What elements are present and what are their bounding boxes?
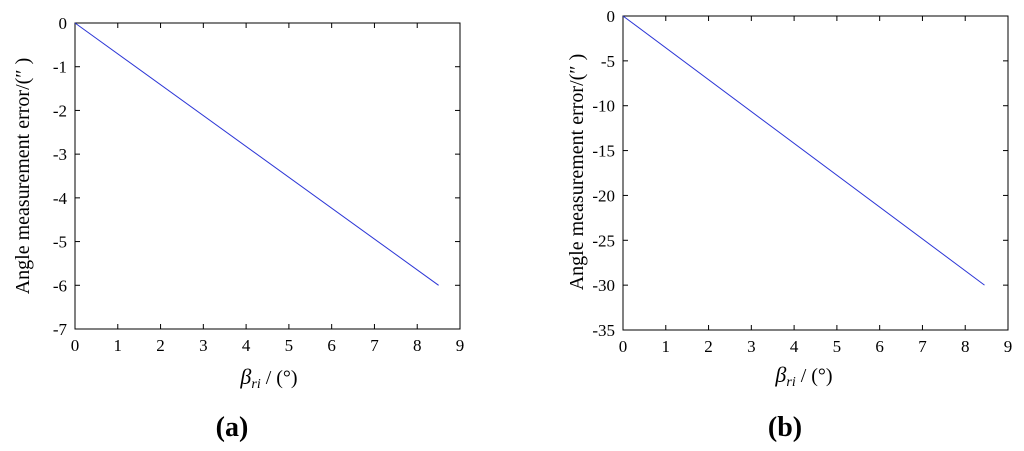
x-ticks-b: 0 1 2 3 4 5 6 7 8 9 [619,16,1013,356]
plot-frame-b [622,15,1009,331]
x-tick-label: 6 [875,337,884,356]
y-tick-label: -4 [53,189,68,208]
x-tick-label: 0 [619,337,628,356]
y-tick-label: -15 [592,142,615,161]
y-tick-label: -30 [592,276,615,295]
y-tick-label: 0 [59,14,68,33]
y-tick-label: 0 [607,7,616,26]
series-line [622,15,985,286]
x-axis-subscript-b: ri [786,375,795,390]
x-axis-unit-b: / (°) [796,365,833,387]
y-tick-label: -25 [592,231,615,250]
y-tick-label: -1 [53,58,67,77]
chart-b: 0 -5 -10 -15 -20 -25 -30 -35 0 1 2 3 4 5 6 7 8 9 Angle m… [566,7,1012,443]
y-axis-label-a: Angle measurement error/(″ ) [12,58,34,295]
panel-label-a: (a) [216,412,249,443]
y-tick-label: -2 [53,101,67,120]
x-tick-label: 1 [114,336,123,355]
series-line [74,22,439,286]
x-tick-label: 7 [918,337,927,356]
y-tick-label: -20 [592,186,615,205]
y-tick-label: -35 [592,321,615,340]
x-axis-unit-a: / (°) [261,367,298,389]
x-tick-label: 7 [370,336,379,355]
x-tick-label: 5 [285,336,294,355]
x-axis-subscript-a: ri [251,377,260,392]
x-tick-label: 0 [71,336,80,355]
panel-label-b: (b) [768,412,802,443]
y-axis-label-b: Angle measurement error/(″ ) [566,54,588,291]
y-ticks-a: 0 -1 -2 -3 -4 -5 -6 -7 [53,14,460,339]
y-tick-label: -5 [601,52,615,71]
y-tick-label: -5 [53,233,67,252]
x-tick-label: 3 [747,337,756,356]
y-tick-label: -6 [53,276,67,295]
x-tick-label: 5 [833,337,842,356]
chart-a: 0 -1 -2 -3 -4 -5 -6 -7 0 1 2 3 4 5 6 7 8 9 Angle measure… [12,14,464,443]
series-b [622,15,985,286]
x-axis-label-b: βri / (°) [774,362,832,390]
x-tick-label: 2 [156,336,165,355]
x-tick-label: 8 [413,336,422,355]
y-ticks-b: 0 -5 -10 -15 -20 -25 -30 -35 [592,7,1008,340]
y-tick-label: -3 [53,145,67,164]
y-tick-label: -7 [53,320,68,339]
x-tick-label: 9 [1004,337,1013,356]
y-tick-label: -10 [592,97,615,116]
x-tick-label: 4 [242,336,251,355]
x-axis-label-a: βri / (°) [239,364,297,392]
x-tick-label: 8 [961,337,970,356]
x-ticks-a: 0 1 2 3 4 5 6 7 8 9 [71,23,465,355]
series-a [74,22,439,286]
x-tick-label: 2 [704,337,713,356]
x-tick-label: 1 [662,337,671,356]
x-tick-label: 6 [327,336,336,355]
x-axis-symbol-a: β [239,364,251,389]
x-tick-label: 4 [790,337,799,356]
x-axis-symbol-b: β [774,362,786,387]
x-tick-label: 3 [199,336,208,355]
plot-frame-a [74,22,461,330]
x-tick-label: 9 [456,336,465,355]
